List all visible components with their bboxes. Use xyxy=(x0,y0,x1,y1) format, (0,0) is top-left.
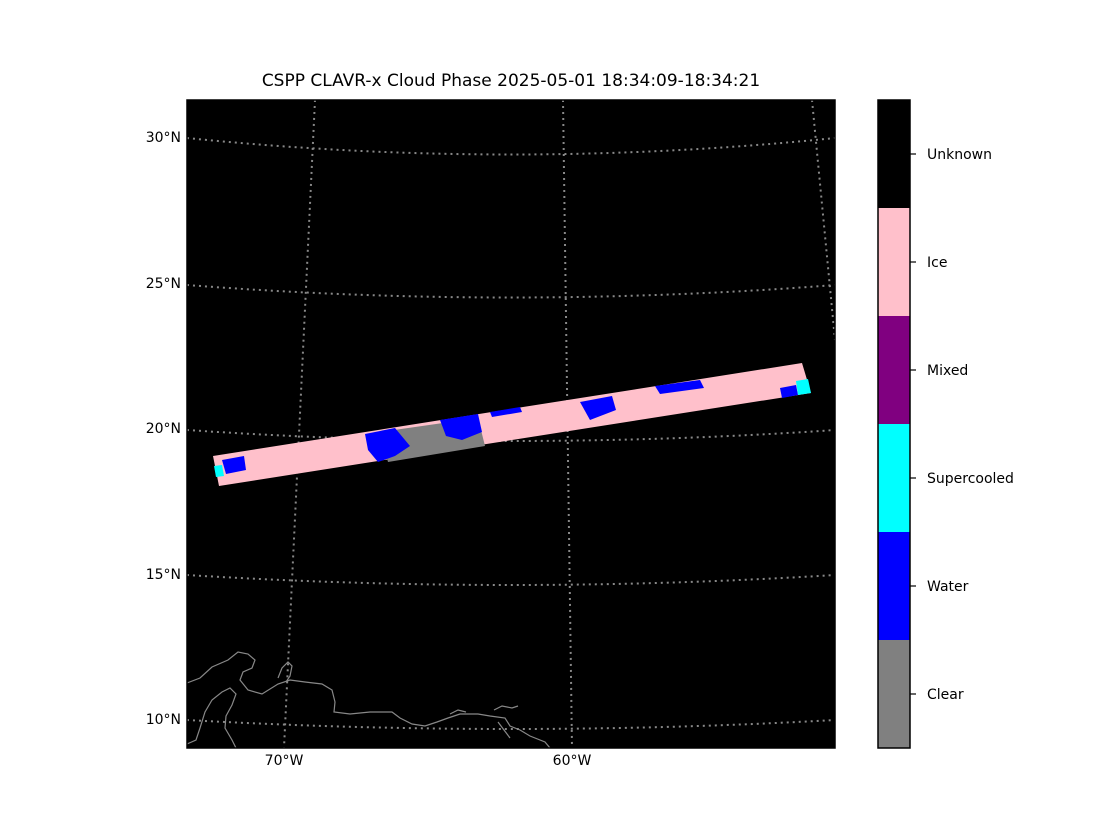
longitude-labels: 70°W 60°W xyxy=(265,753,592,769)
colorbar-label-clear: Clear xyxy=(927,687,964,703)
colorbar-label-ice: Ice xyxy=(927,255,947,271)
colorbar-label-unknown: Unknown xyxy=(927,147,992,163)
swath-supercooled-patch-west xyxy=(214,465,224,477)
gridline-lat-30 xyxy=(187,137,835,156)
colorbar-swatch-unknown xyxy=(878,100,910,208)
coastline-paraguana xyxy=(277,661,293,683)
colorbar: Unknown Ice Mixed Supercooled Water Clear xyxy=(877,99,1014,749)
lon-label-70: 70°W xyxy=(265,753,304,769)
coastline-mainland xyxy=(187,651,551,748)
map-title: CSPP CLAVR-x Cloud Phase 2025-05-01 18:3… xyxy=(262,71,760,91)
gridline-lon-50 xyxy=(811,100,835,341)
cloud-phase-swath xyxy=(213,363,811,486)
coastlines xyxy=(187,651,551,748)
latitude-gridlines xyxy=(187,137,835,730)
latitude-labels: 30°N 25°N 20°N 15°N 10°N xyxy=(146,130,181,728)
lat-label-30: 30°N xyxy=(146,130,181,146)
swath-water-patch-center xyxy=(365,428,410,462)
lon-label-60: 60°W xyxy=(553,753,592,769)
gridline-lat-20 xyxy=(187,429,835,442)
colorbar-label-water: Water xyxy=(927,579,969,595)
swath-water-patch-top xyxy=(490,407,522,417)
swath-water-patch-center2 xyxy=(440,414,482,440)
swath-water-patch-east3 xyxy=(780,385,798,398)
gridline-lat-25 xyxy=(187,284,835,299)
lat-label-10: 10°N xyxy=(146,712,181,728)
lat-label-15: 15°N xyxy=(146,567,181,583)
swath-water-patch-west xyxy=(222,456,246,474)
lat-label-25: 25°N xyxy=(146,276,181,292)
colorbar-swatch-water xyxy=(878,532,910,640)
lat-label-20: 20°N xyxy=(146,421,181,437)
swath-supercooled-patch-east xyxy=(796,379,811,395)
colorbar-swatch-supercooled xyxy=(878,424,910,532)
swath-water-patch-east2 xyxy=(655,380,704,394)
coastline-maracaibo xyxy=(187,687,237,748)
coastline-islands xyxy=(449,705,519,739)
colorbar-swatch-mixed xyxy=(878,316,910,424)
swath-water-patch-east1 xyxy=(580,396,616,420)
colorbar-swatch-clear xyxy=(878,640,910,748)
map-panel xyxy=(186,99,836,749)
colorbar-frame xyxy=(877,99,911,749)
colorbar-label-mixed: Mixed xyxy=(927,363,968,379)
gridline-lon-70 xyxy=(283,100,316,748)
colorbar-swatch-ice xyxy=(878,208,910,316)
map-frame xyxy=(186,99,836,749)
gridline-lat-10 xyxy=(187,719,835,730)
gridline-lat-15 xyxy=(187,574,835,586)
colorbar-label-supercooled: Supercooled xyxy=(927,471,1014,487)
